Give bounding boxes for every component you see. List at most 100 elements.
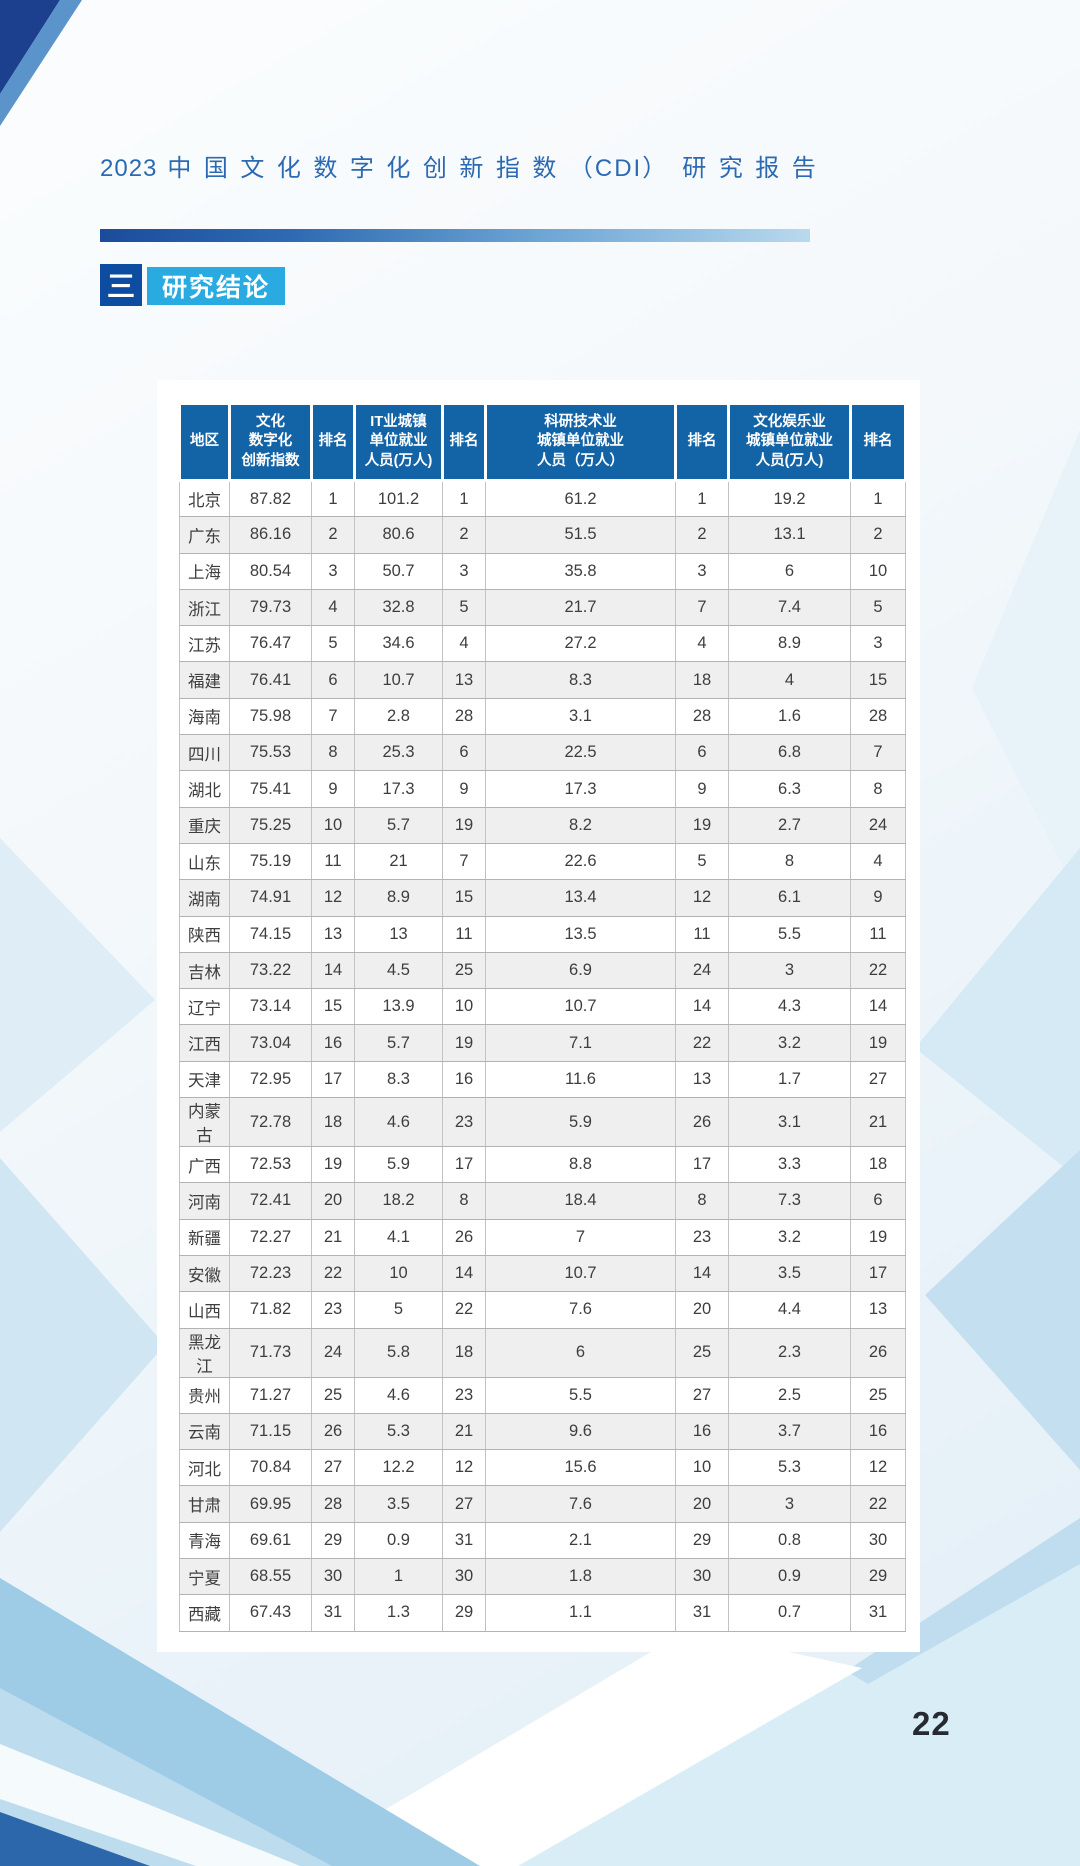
- value-cell: 26: [311, 1412, 355, 1451]
- table-row: 黑龙江 71.73 24 5.8 18 6 25 2.3 26: [179, 1327, 906, 1378]
- value-cell: 31: [442, 1521, 486, 1560]
- value-cell: 3.2: [728, 1218, 851, 1256]
- value-cell: 4.6: [354, 1097, 443, 1148]
- value-cell: 3.5: [728, 1254, 851, 1293]
- value-cell: 68.55: [229, 1558, 312, 1596]
- value-cell: 29: [311, 1521, 355, 1560]
- value-cell: 12.2: [354, 1449, 443, 1487]
- table-row: 湖北 75.41 9 17.3 9 17.3 9 6.3 8: [179, 770, 906, 808]
- table-row: 江苏 76.47 5 34.6 4 27.2 4 8.9 3: [179, 625, 906, 663]
- value-cell: 18: [311, 1097, 355, 1148]
- value-cell: 7: [311, 697, 355, 736]
- region-cell: 宁夏: [179, 1558, 230, 1596]
- report-title-suffix: 研究报告: [682, 155, 829, 182]
- value-cell: 7.6: [485, 1485, 676, 1523]
- region-cell: 重庆: [179, 806, 230, 844]
- region-cell: 辽宁: [179, 988, 230, 1026]
- value-cell: 31: [675, 1594, 729, 1632]
- value-cell: 30: [675, 1558, 729, 1596]
- value-cell: 13.4: [485, 879, 676, 917]
- value-cell: 74.15: [229, 915, 312, 953]
- value-cell: 2.5: [728, 1376, 851, 1414]
- table-row: 内蒙古 72.78 18 4.6 23 5.9 26 3.1 21: [179, 1097, 906, 1148]
- section-title: 研究结论: [147, 267, 286, 305]
- table-row: 山西 71.82 23 5 22 7.6 20 4.4 13: [179, 1291, 906, 1329]
- region-cell: 新疆: [179, 1218, 230, 1256]
- value-cell: 1.1: [485, 1594, 676, 1632]
- title-divider-bar: [100, 229, 810, 242]
- value-cell: 8.9: [728, 625, 851, 663]
- value-cell: 0.8: [728, 1521, 851, 1560]
- table-row: 安徽 72.23 22 10 14 10.7 14 3.5 17: [179, 1254, 906, 1293]
- value-cell: 5.7: [354, 1024, 443, 1062]
- value-cell: 4.3: [728, 988, 851, 1026]
- value-cell: 3.1: [485, 697, 676, 736]
- value-cell: 19: [850, 1024, 906, 1062]
- value-cell: 3: [311, 552, 355, 590]
- region-cell: 河南: [179, 1182, 230, 1220]
- value-cell: 19: [311, 1146, 355, 1184]
- region-cell: 北京: [179, 479, 230, 518]
- value-cell: 3: [728, 951, 851, 990]
- value-cell: 10.7: [485, 988, 676, 1026]
- value-cell: 7: [850, 734, 906, 772]
- value-cell: 18.2: [354, 1182, 443, 1220]
- region-cell: 广西: [179, 1146, 230, 1184]
- value-cell: 76.41: [229, 661, 312, 699]
- region-cell: 湖北: [179, 770, 230, 808]
- value-cell: 2.1: [485, 1521, 676, 1560]
- value-cell: 5: [675, 842, 729, 881]
- value-cell: 22: [850, 951, 906, 990]
- value-cell: 22: [311, 1254, 355, 1293]
- value-cell: 3.3: [728, 1146, 851, 1184]
- value-cell: 6: [442, 734, 486, 772]
- table-row: 青海 69.61 29 0.9 31 2.1 29 0.8 30: [179, 1521, 906, 1560]
- value-cell: 26: [675, 1097, 729, 1148]
- value-cell: 87.82: [229, 479, 312, 518]
- value-cell: 51.5: [485, 516, 676, 554]
- value-cell: 13.1: [728, 516, 851, 554]
- value-cell: 5.3: [354, 1412, 443, 1451]
- value-cell: 8: [311, 734, 355, 772]
- value-cell: 75.25: [229, 806, 312, 844]
- value-cell: 13: [675, 1060, 729, 1099]
- section-number-badge: 三: [100, 264, 142, 306]
- region-cell: 青海: [179, 1521, 230, 1560]
- region-cell: 吉林: [179, 951, 230, 990]
- value-cell: 1.6: [728, 697, 851, 736]
- value-cell: 69.61: [229, 1521, 312, 1560]
- value-cell: 71.73: [229, 1327, 312, 1378]
- table-row: 河北 70.84 27 12.2 12 15.6 10 5.3 12: [179, 1449, 906, 1487]
- region-cell: 甘肃: [179, 1485, 230, 1523]
- report-title-year: 2023: [100, 155, 158, 182]
- value-cell: 4: [311, 588, 355, 627]
- table-row: 湖南 74.91 12 8.9 15 13.4 12 6.1 9: [179, 879, 906, 917]
- value-cell: 73.04: [229, 1024, 312, 1062]
- value-cell: 25: [442, 951, 486, 990]
- table-row: 重庆 75.25 10 5.7 19 8.2 19 2.7 24: [179, 806, 906, 844]
- value-cell: 27.2: [485, 625, 676, 663]
- table-row: 福建 76.41 6 10.7 13 8.3 18 4 15: [179, 661, 906, 699]
- value-cell: 18.4: [485, 1182, 676, 1220]
- value-cell: 75.53: [229, 734, 312, 772]
- value-cell: 13: [442, 661, 486, 699]
- value-cell: 17: [311, 1060, 355, 1099]
- table-row: 陕西 74.15 13 13 11 13.5 11 5.5 11: [179, 915, 906, 953]
- table-row: 江西 73.04 16 5.7 19 7.1 22 3.2 19: [179, 1024, 906, 1062]
- value-cell: 19: [442, 806, 486, 844]
- value-cell: 3.1: [728, 1097, 851, 1148]
- value-cell: 1: [675, 479, 729, 518]
- value-cell: 9: [311, 770, 355, 808]
- value-cell: 32.8: [354, 588, 443, 627]
- value-cell: 11: [675, 915, 729, 953]
- value-cell: 3.5: [354, 1485, 443, 1523]
- value-cell: 2.3: [728, 1327, 851, 1378]
- value-cell: 16: [675, 1412, 729, 1451]
- value-cell: 11.6: [485, 1060, 676, 1099]
- value-cell: 35.8: [485, 552, 676, 590]
- value-cell: 14: [311, 951, 355, 990]
- value-cell: 2: [675, 516, 729, 554]
- value-cell: 4: [728, 661, 851, 699]
- value-cell: 5.9: [354, 1146, 443, 1184]
- value-cell: 13: [850, 1291, 906, 1329]
